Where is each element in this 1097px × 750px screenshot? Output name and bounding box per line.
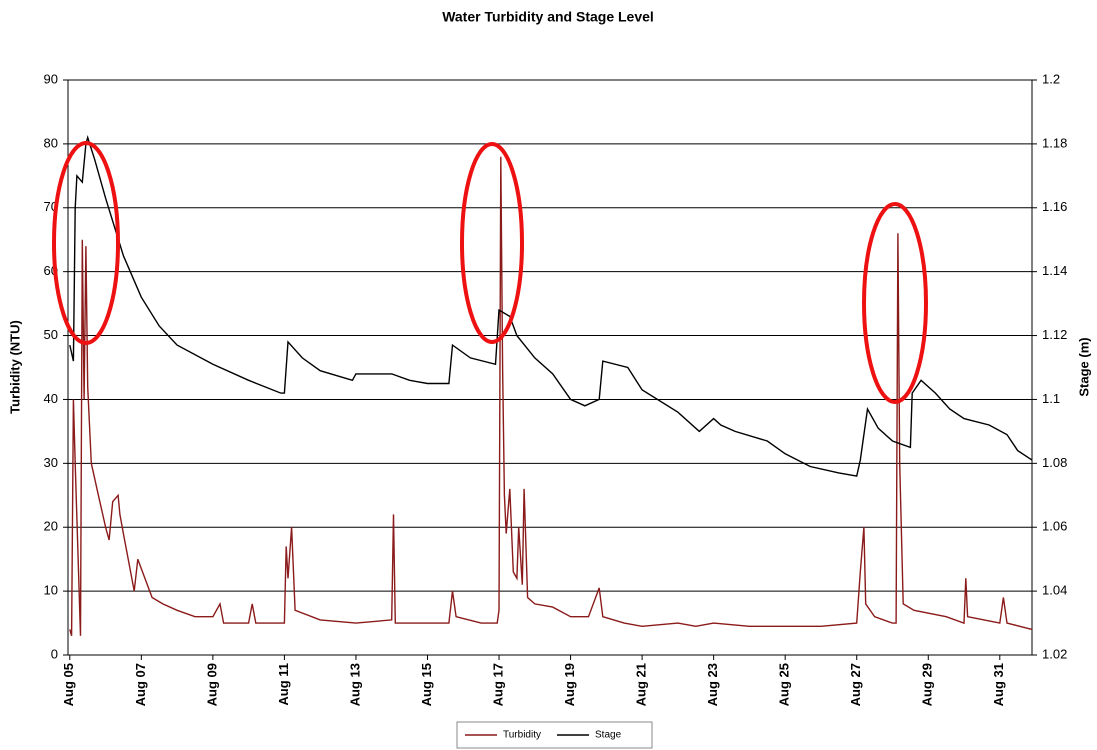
x-tick-label: Aug 23 [705,663,720,706]
highlight-ellipse [862,202,928,404]
x-tick-label: Aug 19 [562,663,577,706]
y2-axis-label: Stage (m) [1076,337,1091,396]
y2-tick-label: 1.06 [1042,519,1067,534]
legend-label: Stage [595,730,622,741]
y-tick-label: 30 [44,455,58,470]
y2-tick-label: 1.08 [1042,455,1067,470]
y2-tick-label: 1.18 [1042,135,1067,150]
chart-title: Water Turbidity and Stage Level [442,9,654,25]
x-tick-label: Aug 21 [634,663,649,706]
x-tick-label: Aug 05 [61,663,76,706]
y-tick-label: 80 [44,135,58,150]
y-tick-label: 20 [44,519,58,534]
x-tick-label: Aug 31 [991,663,1006,706]
y-tick-label: 40 [44,391,58,406]
x-tick-label: Aug 11 [276,663,291,706]
x-tick-label: Aug 15 [419,663,434,706]
y-tick-label: 10 [44,583,58,598]
y2-tick-label: 1.2 [1042,71,1060,86]
highlight-ellipse [460,142,524,344]
legend: Turbidity Stage [456,721,653,749]
y-tick-label: 90 [44,71,58,86]
y2-tick-label: 1.16 [1042,199,1067,214]
y2-tick-label: 1.14 [1042,263,1067,278]
y2-tick-label: 1.02 [1042,646,1067,661]
plot-area: 01020304050607080901.021.041.061.081.11.… [44,71,1068,706]
highlight-ellipse [52,141,120,345]
y-tick-label: 50 [44,327,58,342]
y-axis-label: Turbidity (NTU) [7,320,22,414]
y-tick-label: 0 [51,646,58,661]
x-tick-label: Aug 07 [133,663,148,706]
annotations [52,141,928,404]
x-tick-label: Aug 25 [777,663,792,706]
legend-label: Turbidity [503,730,541,741]
series-line [69,135,1033,477]
x-tick-label: Aug 09 [204,663,219,706]
y2-tick-label: 1.1 [1042,391,1060,406]
x-tick-label: Aug 17 [490,663,505,706]
x-tick-label: Aug 13 [347,663,362,706]
x-tick-label: Aug 29 [920,663,935,706]
series-line [69,156,1033,636]
x-tick-label: Aug 27 [848,663,863,706]
y2-tick-label: 1.12 [1042,327,1067,342]
y2-tick-label: 1.04 [1042,583,1067,598]
